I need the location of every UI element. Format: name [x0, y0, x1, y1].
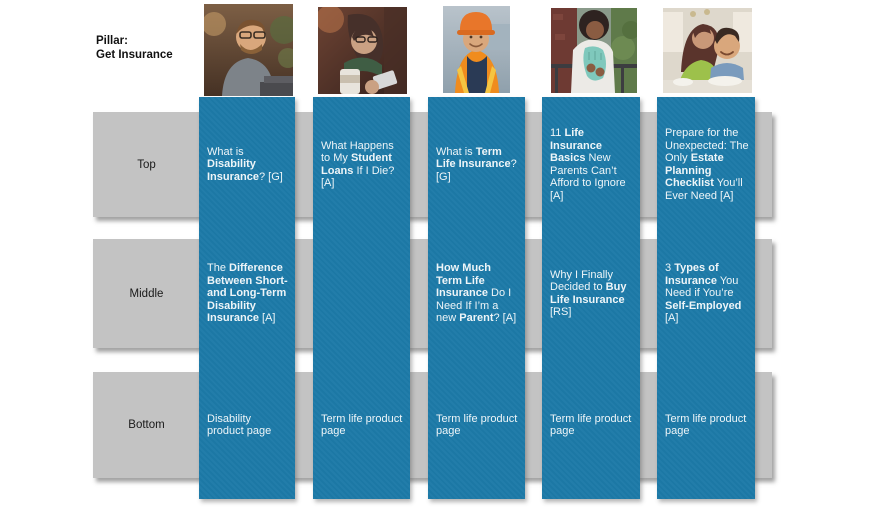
topic-column-term-life: What is Term Life Insurance? [G] How Muc… — [428, 97, 525, 499]
article-title: 11 Life Insurance Basics New Parents Can… — [550, 127, 626, 202]
pillar-title: Pillar: Get Insurance — [96, 34, 173, 62]
row-label-middle: Middle — [129, 287, 164, 300]
topic-column-life-insurance-basics: 11 Life Insurance Basics New Parents Can… — [542, 97, 640, 499]
product-page-label: Disability product page — [207, 412, 272, 438]
article-title: What Happens to My Student Loans If I Di… — [321, 139, 395, 190]
photo-construction-worker — [443, 6, 510, 93]
pillar-title-line1: Pillar: — [96, 35, 128, 47]
topic-column-student-loans: What Happens to My Student Loans If I Di… — [313, 97, 410, 499]
row-label-top: Top — [137, 158, 156, 171]
product-page-label: Term life product page — [550, 412, 632, 438]
pillar-title-line2: Get Insurance — [96, 49, 173, 61]
product-page-label: Term life product page — [665, 412, 747, 438]
article-title: How Much Term Life Insurance Do I Need I… — [436, 262, 517, 325]
article-title: The Difference Between Short- and Long-T… — [207, 262, 288, 325]
article-title: 3 Types of Insurance You Need if You’re … — [665, 262, 742, 325]
topic-column-disability: What is Disability Insurance? [G] The Di… — [199, 97, 295, 499]
row-label-bottom: Bottom — [128, 419, 165, 431]
photo-woman-with-coffee-phone — [318, 7, 407, 94]
article-title: Why I Finally Decided to Buy Life Insura… — [550, 268, 627, 319]
photo-pregnant-woman — [551, 8, 637, 93]
article-title: Prepare for the Unexpected: The Only Est… — [665, 127, 749, 202]
article-title: What is Disability Insurance? [G] — [207, 145, 283, 183]
product-page-label: Term life product page — [436, 412, 518, 438]
product-page-label: Term life product page — [321, 412, 403, 438]
topic-column-estate-planning: Prepare for the Unexpected: The Only Est… — [657, 97, 755, 499]
article-title — [313, 239, 410, 348]
photo-mother-and-child — [663, 8, 752, 93]
article-title: What is Term Life Insurance? [G] — [436, 145, 517, 183]
photo-man-at-laptop — [204, 4, 293, 96]
